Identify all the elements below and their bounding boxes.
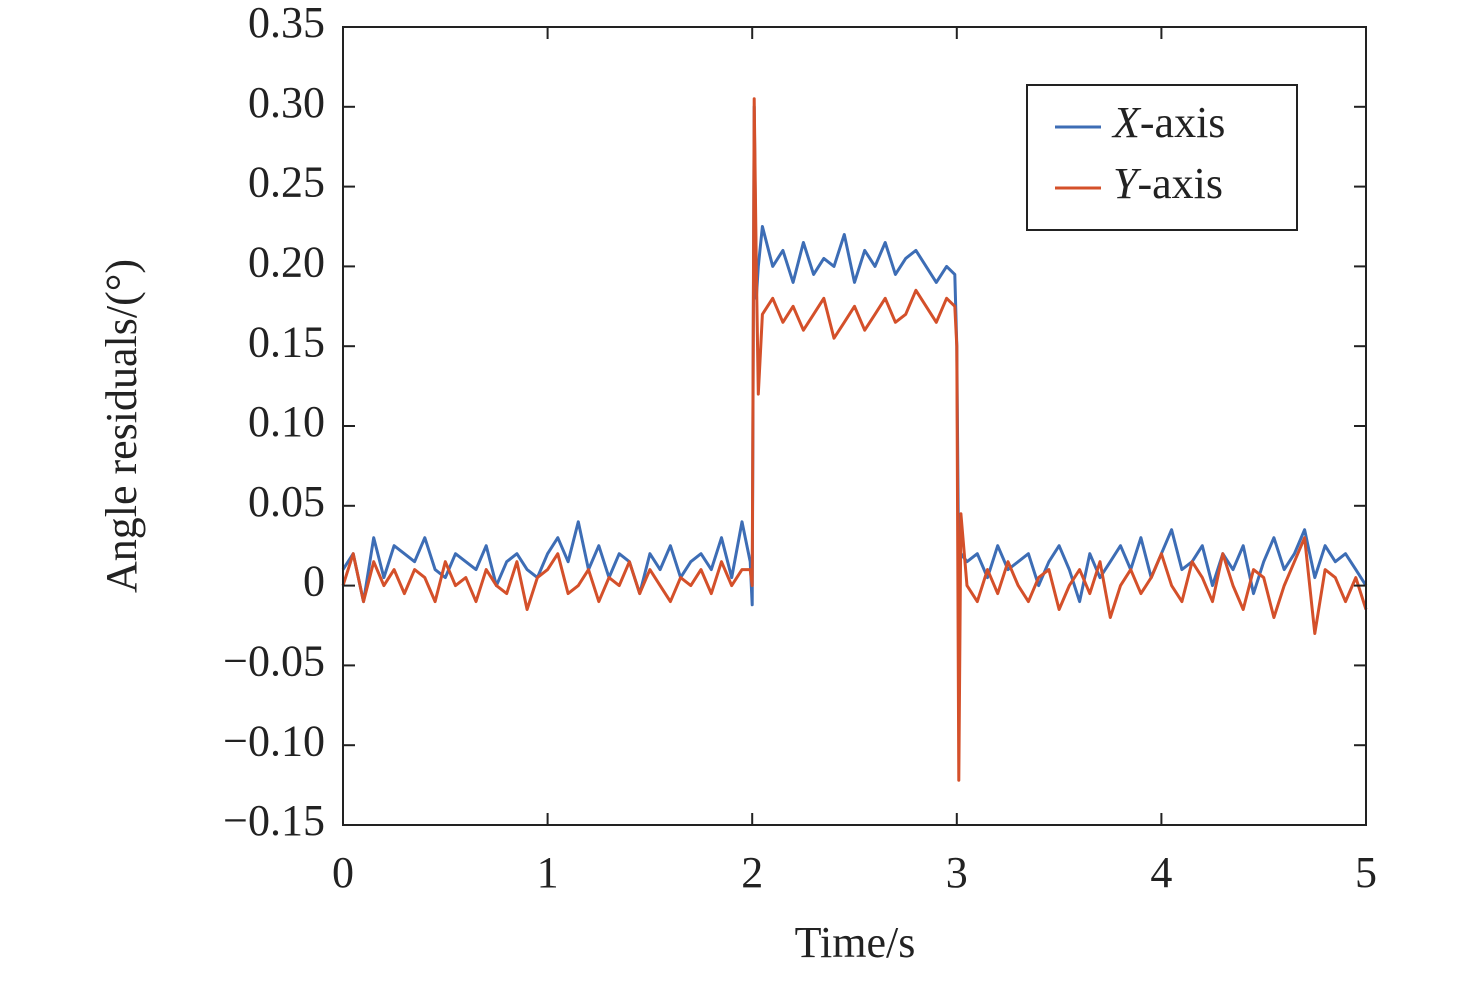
- y-tick-label: −0.15: [223, 796, 325, 845]
- y-tick-label: 0.15: [248, 317, 325, 366]
- y-tick-label: 0.05: [248, 477, 325, 526]
- x-tick-label: 0: [332, 848, 354, 897]
- y-tick-label: 0.35: [248, 0, 325, 47]
- y-tick-label: 0.10: [248, 397, 325, 446]
- legend-label: Y-axis: [1113, 159, 1223, 208]
- x-axis-label: Time/s: [795, 918, 916, 967]
- x-tick-label: 5: [1355, 848, 1377, 897]
- y-tick-label: 0.30: [248, 78, 325, 127]
- data-line: [341, 105, 1368, 607]
- legend-label: X-axis: [1111, 98, 1225, 147]
- x-tick-label: 1: [537, 848, 559, 897]
- y-tick-label: −0.05: [223, 636, 325, 685]
- legend-box: [1026, 84, 1298, 231]
- x-tick-label: 4: [1150, 848, 1172, 897]
- y-tick-label: 0.25: [248, 158, 325, 207]
- y-axis-label: Angle residuals/(°): [97, 259, 146, 593]
- y-tick-label: 0: [303, 557, 325, 606]
- legend: X-axis Y-axis: [1026, 84, 1298, 231]
- x-tick-label: 2: [741, 848, 763, 897]
- data-line: [341, 97, 1368, 782]
- y-tick-label: −0.10: [223, 716, 325, 765]
- y-tick-label: 0.20: [248, 237, 325, 286]
- x-tick-label: 3: [946, 848, 968, 897]
